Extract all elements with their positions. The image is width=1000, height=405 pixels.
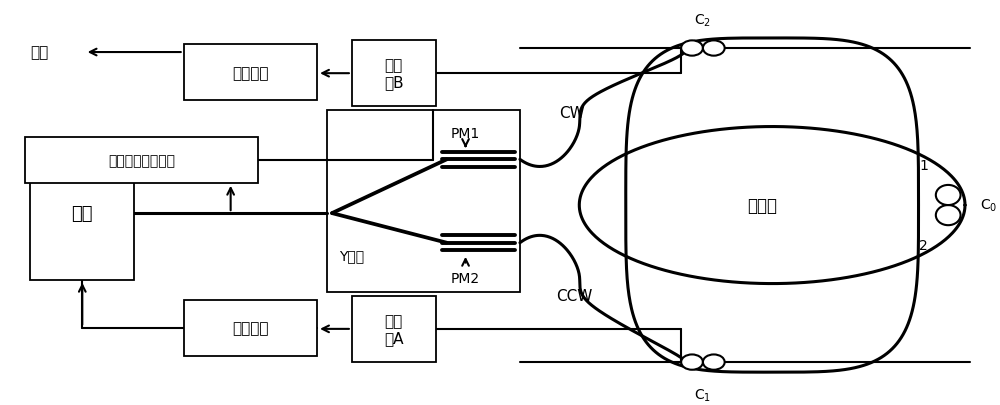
Text: 谐振腔: 谐振腔	[747, 196, 777, 215]
Text: CCW: CCW	[557, 288, 593, 303]
Text: C$_1$: C$_1$	[694, 386, 711, 403]
Text: PM1: PM1	[451, 127, 480, 141]
Bar	[184, 300, 317, 356]
Bar	[25, 137, 258, 183]
Bar	[30, 147, 134, 280]
Ellipse shape	[703, 41, 725, 57]
Ellipse shape	[681, 354, 703, 370]
Text: CW: CW	[559, 106, 585, 121]
Ellipse shape	[936, 206, 961, 226]
Bar	[327, 111, 520, 292]
Text: C$_0$: C$_0$	[980, 197, 997, 214]
Text: 调制信号输出电路: 调制信号输出电路	[108, 153, 175, 167]
Bar	[352, 296, 436, 362]
Text: 探测
器B: 探测 器B	[384, 58, 404, 90]
Text: C$_2$: C$_2$	[694, 13, 711, 29]
Text: 1: 1	[919, 158, 928, 173]
Bar	[184, 45, 317, 101]
Text: 信号处理: 信号处理	[232, 321, 269, 335]
Bar	[352, 41, 436, 107]
Text: 2: 2	[919, 239, 928, 253]
Ellipse shape	[936, 185, 961, 206]
Text: Y分支: Y分支	[339, 249, 364, 263]
Text: 光源: 光源	[72, 205, 93, 223]
Ellipse shape	[703, 354, 725, 370]
Text: PM2: PM2	[451, 271, 480, 285]
Ellipse shape	[681, 41, 703, 57]
Text: 输出: 输出	[30, 45, 49, 60]
Text: 信号处理: 信号处理	[232, 66, 269, 81]
Text: 探测
器A: 探测 器A	[384, 313, 404, 345]
